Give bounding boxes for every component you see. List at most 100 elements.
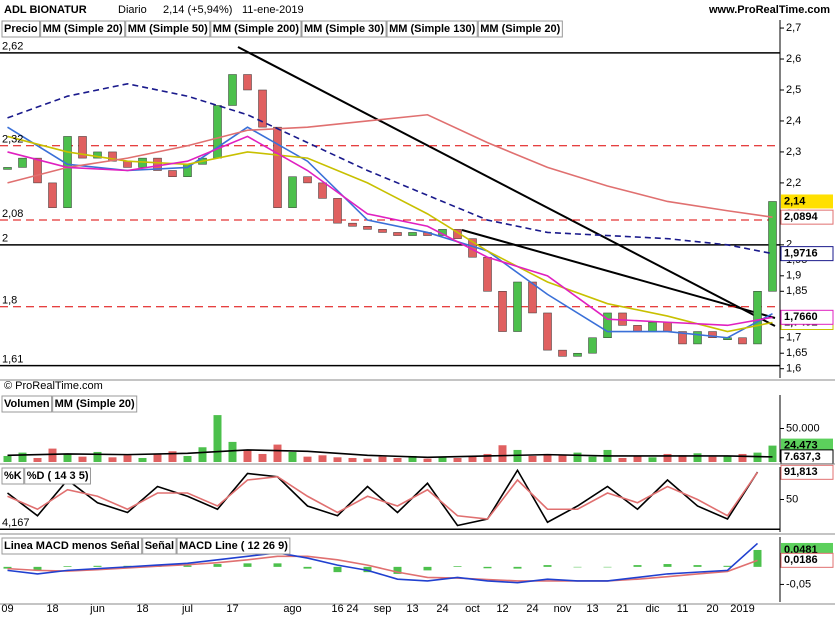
candle: [543, 312, 552, 351]
level-label: 1,8: [2, 295, 17, 307]
x-tick-label: 24: [526, 603, 538, 615]
legend-box: [1, 395, 53, 413]
candle: [603, 312, 612, 338]
bar: [468, 456, 477, 462]
bar: [288, 451, 297, 462]
candle: [678, 331, 687, 345]
x-tick-label: 24: [436, 603, 448, 615]
level-label: 4,167: [2, 517, 30, 529]
value-label: 2,14: [784, 195, 806, 207]
line: [7, 82, 773, 255]
candle: [708, 331, 717, 338]
value-label: 7.637,3: [784, 451, 821, 463]
bar: [693, 565, 702, 567]
bar: [543, 453, 552, 462]
y-tick-label: 2,3: [786, 146, 801, 158]
bar: [363, 566, 372, 573]
candle: [363, 226, 372, 230]
x-tick-label: oct: [465, 603, 480, 615]
bar: [108, 457, 117, 462]
bar: [183, 455, 192, 462]
bar: [483, 566, 492, 569]
y-tick-label: 1,65: [786, 347, 807, 359]
bar: [213, 415, 222, 462]
legend-box: [1, 20, 41, 38]
bar: [48, 448, 57, 462]
candle: [318, 182, 327, 199]
bar: [588, 456, 597, 462]
candle: [513, 281, 522, 332]
value-label-box: [781, 194, 833, 209]
candle: [333, 198, 342, 224]
y-tick-label: 2,5: [786, 84, 801, 96]
bar: [78, 456, 87, 462]
candle: [378, 229, 387, 233]
legend-box: [52, 395, 138, 413]
x-tick-label: 18: [136, 603, 148, 615]
quote: 2,14 (+5,94%): [163, 4, 232, 16]
x-tick-label: sep: [374, 603, 392, 615]
site: www.ProRealTime.com: [708, 4, 830, 16]
x-tick-label: nov: [554, 603, 572, 615]
bar: [273, 444, 282, 462]
legend-entry: MM (Simple 20): [55, 398, 135, 410]
bar: [213, 564, 222, 567]
x-tick-label: 09: [1, 603, 13, 615]
candle: [408, 232, 417, 236]
bar: [738, 453, 747, 462]
legend-box: [301, 20, 387, 38]
level-label: 2,32: [2, 134, 23, 146]
x-tick-label: 21: [616, 603, 628, 615]
legend-box: [477, 20, 563, 38]
bar: [453, 566, 462, 567]
legend-entry: MM (Simple 20): [480, 23, 560, 35]
bar: [513, 566, 522, 569]
legend-entry: Linea MACD menos Señal: [4, 540, 140, 552]
candle: [243, 74, 252, 91]
bar: [633, 565, 642, 567]
bar: [123, 455, 132, 462]
bar: [18, 452, 27, 462]
y-tick-label: 2,2: [786, 177, 801, 189]
candle: [768, 201, 777, 292]
y-tick-label: 2,7: [786, 22, 801, 34]
x-tick-label: jun: [89, 603, 105, 615]
candle: [588, 337, 597, 354]
legend-entry: %D ( 14 3 5): [27, 470, 89, 482]
legend-entry: MM (Simple 30): [304, 23, 384, 35]
x-tick-label: 24: [346, 603, 358, 615]
bar: [498, 445, 507, 462]
line: [7, 113, 773, 218]
bar: [303, 566, 312, 569]
bar: [693, 453, 702, 462]
line: [7, 449, 773, 459]
bar: [348, 457, 357, 462]
y-tick-label: 1,7: [786, 332, 801, 344]
legend-entry: Precio: [4, 23, 38, 35]
bar: [648, 457, 657, 462]
x-tick-label: 2019: [730, 603, 754, 615]
legend-box: [24, 467, 91, 485]
legend-entry: MM (Simple 50): [128, 23, 208, 35]
candle: [663, 322, 672, 332]
bar: [33, 457, 42, 462]
bar: [483, 453, 492, 462]
bar: [363, 458, 372, 462]
bar: [633, 455, 642, 462]
x-tick-label: 11: [677, 603, 688, 615]
bar: [558, 455, 567, 462]
bar: [438, 457, 447, 462]
candle: [48, 182, 57, 208]
level-label: 2,08: [2, 208, 23, 220]
bar: [393, 566, 402, 574]
level-label: 2,62: [2, 41, 23, 53]
bar: [153, 453, 162, 462]
bar: [33, 566, 42, 571]
x-tick-label: 16: [331, 603, 343, 615]
x-tick-label: ago: [283, 603, 301, 615]
value-label-box: [780, 246, 834, 262]
legend-box: [1, 467, 25, 485]
y-tick-label: 1,6: [786, 363, 801, 375]
bar: [138, 457, 147, 462]
bar: [243, 449, 252, 462]
